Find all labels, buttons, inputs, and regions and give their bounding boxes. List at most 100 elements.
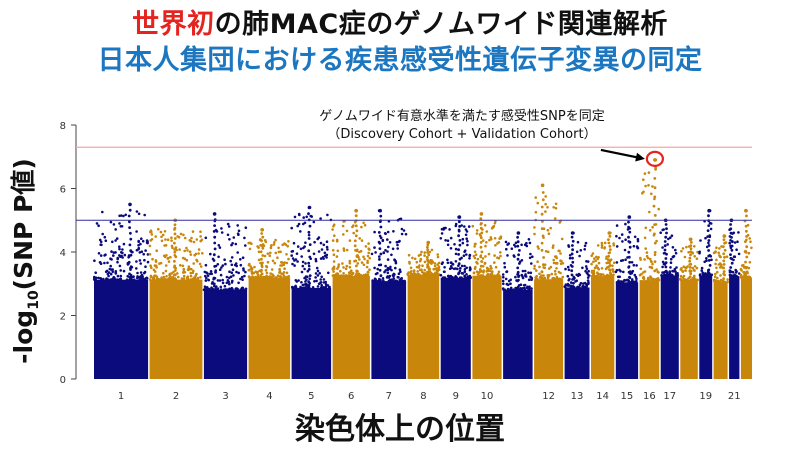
snp-point — [466, 243, 469, 247]
snp-point — [170, 244, 174, 248]
snp-point — [501, 279, 505, 283]
snp-point — [241, 256, 245, 260]
chromosome-2-points — [148, 218, 204, 379]
snp-point — [189, 267, 192, 271]
snp-point — [544, 250, 548, 253]
chromosome-4-top-snp — [260, 228, 264, 232]
snp-point — [345, 229, 349, 233]
snp-point — [404, 232, 408, 236]
snp-point — [449, 236, 453, 240]
snp-point — [722, 252, 726, 256]
snp-point — [593, 274, 596, 278]
snp-point — [653, 186, 657, 190]
snp-point — [308, 274, 312, 277]
snp-point — [603, 274, 606, 278]
snp-point — [603, 247, 606, 250]
snp-point — [527, 278, 531, 282]
snp-point — [571, 256, 574, 260]
snp-point — [607, 254, 610, 258]
snp-point — [600, 246, 604, 249]
snp-point — [624, 258, 627, 262]
x-tick-label: 19 — [699, 391, 712, 402]
x-tick-label: 7 — [386, 391, 392, 402]
snp-point — [657, 207, 660, 211]
snp-point — [342, 272, 345, 275]
snp-point — [619, 270, 622, 273]
snp-point — [664, 257, 668, 260]
snp-point — [439, 273, 443, 277]
snp-point — [328, 285, 331, 289]
snp-point — [324, 285, 328, 289]
snp-point — [118, 245, 121, 248]
snp-point — [368, 248, 371, 251]
snp-point — [737, 272, 741, 275]
snp-point — [235, 270, 238, 274]
snp-point — [360, 239, 364, 242]
snp-point — [406, 273, 410, 276]
snp-point — [463, 264, 466, 268]
x-tick-label: 12 — [542, 391, 555, 402]
y-tick-label: 0 — [60, 375, 66, 386]
snp-point — [164, 264, 168, 267]
snp-point — [230, 263, 234, 267]
snp-point — [250, 270, 253, 273]
snp-point — [230, 281, 234, 284]
snp-point — [182, 277, 186, 280]
snp-point — [453, 243, 456, 246]
snp-point — [572, 281, 575, 285]
snp-point — [641, 276, 645, 280]
snp-point — [321, 255, 325, 259]
snp-point — [681, 269, 684, 273]
snp-point — [716, 276, 719, 280]
snp-point — [207, 287, 211, 291]
snp-point — [575, 250, 579, 254]
snp-point — [722, 263, 726, 266]
snp-point — [114, 270, 118, 273]
snp-point — [197, 252, 200, 255]
snp-point — [173, 269, 177, 272]
snp-point — [367, 251, 371, 255]
snp-point — [307, 261, 311, 265]
x-tick-label: 21 — [728, 391, 741, 402]
snp-point — [427, 260, 431, 264]
snp-point — [704, 273, 707, 277]
snp-point — [277, 246, 280, 250]
snp-point — [183, 249, 186, 253]
snp-point — [322, 286, 325, 289]
snp-point — [695, 266, 699, 270]
snp-point — [435, 268, 439, 271]
snp-point — [267, 275, 270, 279]
snp-point — [216, 263, 220, 266]
snp-point — [145, 276, 148, 280]
snp-point — [439, 237, 443, 240]
snp-points — [92, 158, 753, 379]
snp-point — [419, 253, 423, 256]
snp-point — [320, 275, 324, 279]
snp-point — [260, 276, 264, 279]
snp-point — [705, 259, 708, 263]
snp-point — [593, 257, 596, 260]
snp-point — [226, 233, 230, 237]
snp-point — [363, 257, 366, 261]
snp-point — [186, 275, 190, 279]
snp-point — [737, 231, 740, 234]
snp-point — [400, 277, 404, 280]
snp-point — [666, 243, 669, 246]
snp-point — [355, 264, 358, 268]
snp-point — [699, 239, 702, 242]
snp-point — [566, 274, 570, 278]
snp-point — [160, 239, 164, 243]
snp-point — [373, 230, 376, 234]
snp-point — [518, 249, 521, 252]
snp-point — [627, 235, 630, 239]
snp-point — [464, 228, 468, 231]
snp-point — [388, 274, 392, 278]
snp-point — [402, 229, 406, 232]
snp-point — [739, 275, 743, 279]
snp-point — [665, 231, 668, 235]
snp-point — [103, 254, 106, 257]
snp-point — [228, 282, 231, 286]
chromosome-14-points — [590, 231, 616, 379]
snp-point — [342, 249, 346, 252]
snp-point — [487, 252, 491, 256]
